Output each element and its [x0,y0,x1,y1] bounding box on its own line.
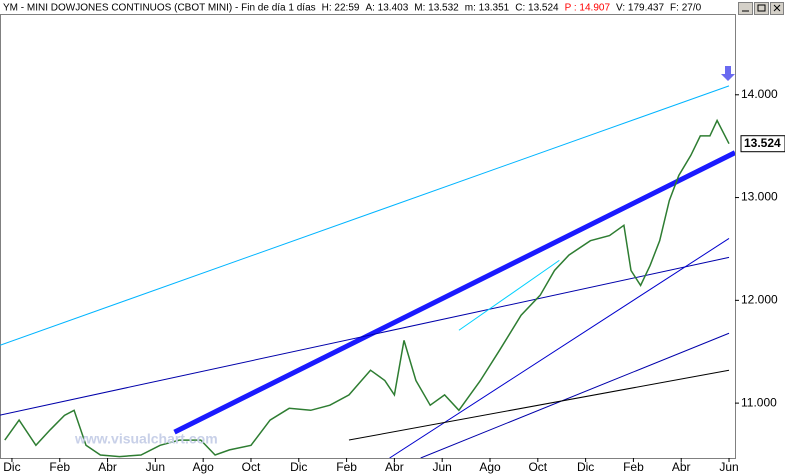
header-item: YM - MINI DOWJONES CONTINUOS (CBOT MINI)… [3,3,316,14]
trendline [173,150,735,435]
trendline [389,238,730,458]
header-item: V: 179.437 [616,3,664,14]
trendline [348,369,730,441]
x-tick-label: Oct [242,460,261,474]
plot-frame [0,14,736,459]
x-tick-label: Dic [577,460,594,474]
watermark: www.visualchart.com [74,431,218,447]
x-tick-label: Feb [49,460,70,474]
x-tick-label: Jun [719,460,738,474]
minimize-button[interactable] [738,2,753,15]
header-item: F: 27/0 [670,3,702,14]
x-tick-label: Feb [336,460,357,474]
plot-area [0,85,735,458]
y-tick-label: 13.000 [741,190,778,204]
x-tick-label: Ago [479,460,501,474]
maximize-icon [757,4,766,12]
header-item: P : 14.907 [565,3,611,14]
price-line [4,118,730,458]
x-tick-label: Dic [290,460,307,474]
x-tick-label: Abr [672,460,691,474]
x-tick-label: Ago [192,460,214,474]
last-price-label: 13.524 [744,136,781,150]
x-tick-label: Oct [528,460,547,474]
y-tick-label: 11.000 [741,395,777,409]
y-tick-label: 14.000 [741,87,778,101]
x-tick-label: Abr [385,460,404,474]
x-tick-label: Jun [146,460,165,474]
header-item: H: 22:59 [322,3,360,14]
maximize-button[interactable] [754,2,769,15]
x-tick-label: Jun [433,460,452,474]
close-icon [773,4,781,12]
trendline [420,332,730,458]
trendline [0,256,730,416]
x-tick-label: Abr [98,460,117,474]
last-price-box [740,135,785,153]
header-item: M: 13.532 [414,3,459,14]
trendline [458,259,560,331]
header-item: A: 13.403 [365,3,408,14]
arrow-marker [721,66,735,81]
trendline [0,85,730,346]
x-tick-label: Feb [623,460,644,474]
header-item: m: 13.351 [465,3,510,14]
window-buttons [738,2,784,15]
x-tick-label: Dic [3,460,20,474]
header-item: C: 13.524 [515,3,559,14]
y-tick-label: 12.000 [741,293,778,307]
